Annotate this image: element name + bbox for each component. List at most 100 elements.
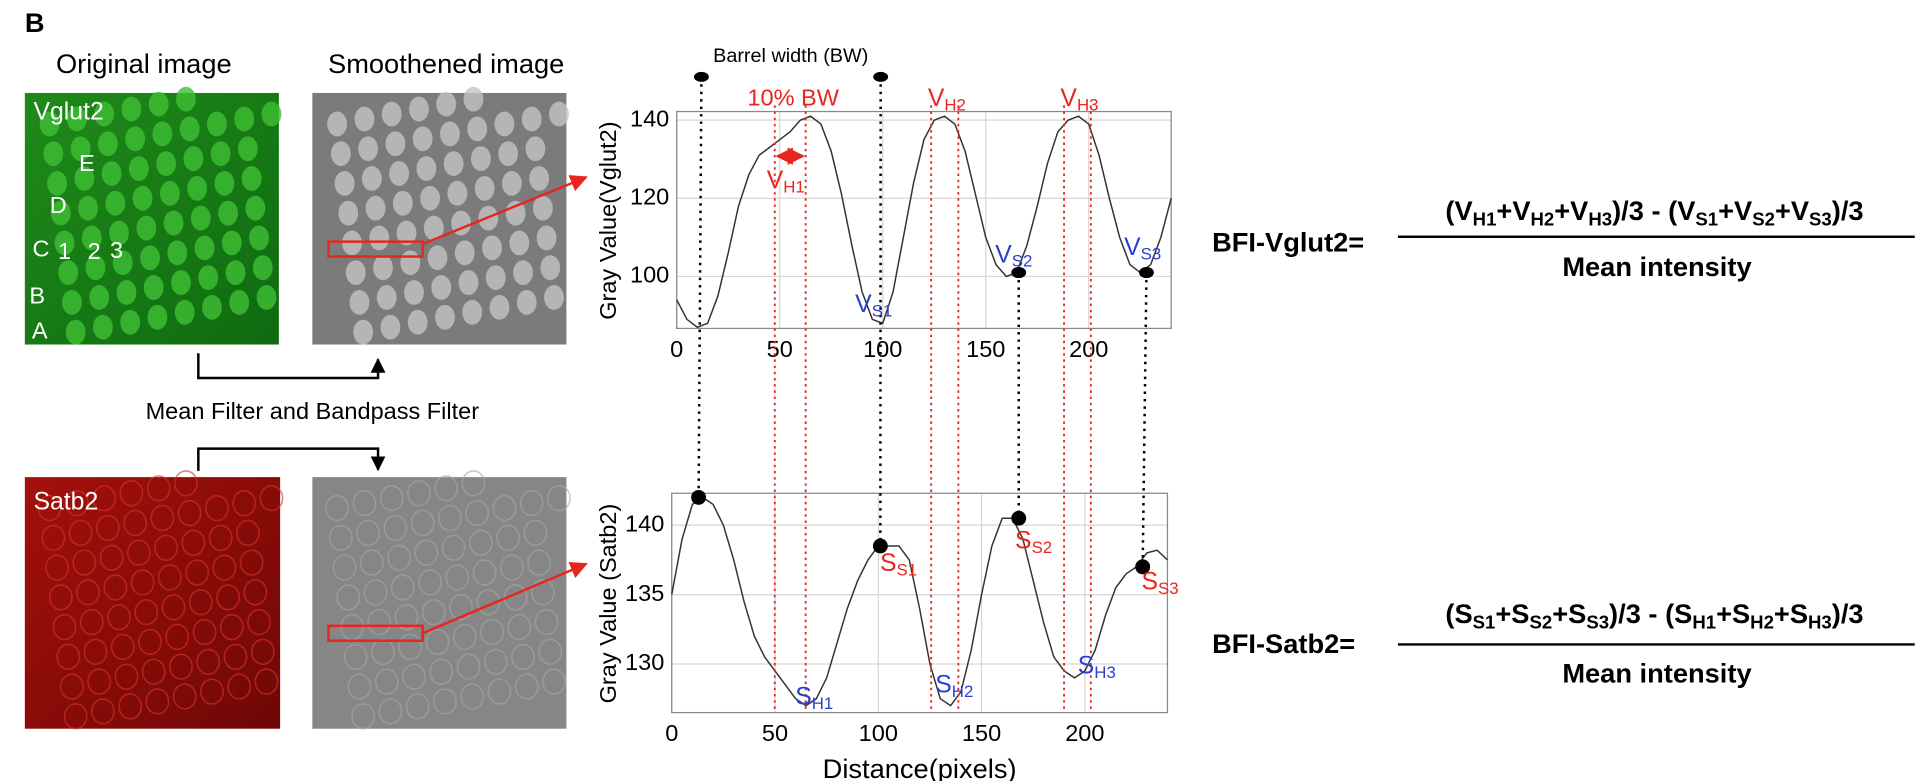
texture bbox=[126, 539, 151, 566]
texture bbox=[239, 549, 264, 576]
texture bbox=[523, 519, 548, 547]
formula-text: )/3 - (V bbox=[1612, 195, 1695, 226]
texture bbox=[361, 166, 382, 191]
formula-sub: S3 bbox=[1809, 208, 1832, 229]
texture bbox=[483, 648, 508, 675]
texture bbox=[62, 289, 82, 315]
formula-sub: S1 bbox=[1473, 611, 1496, 632]
texture bbox=[332, 554, 357, 581]
texture bbox=[150, 504, 175, 532]
texture bbox=[359, 549, 384, 576]
formula-text: )/3 bbox=[1832, 598, 1864, 629]
label-base: V bbox=[855, 290, 872, 317]
texture bbox=[420, 185, 440, 211]
texture bbox=[509, 230, 530, 256]
point-label: SH2 bbox=[935, 671, 973, 701]
link-line bbox=[1141, 272, 1148, 567]
point-label: SH1 bbox=[795, 683, 833, 713]
texture bbox=[416, 156, 437, 181]
texture bbox=[409, 96, 429, 122]
region-label: B bbox=[29, 283, 45, 309]
texture bbox=[125, 126, 146, 152]
texture bbox=[254, 668, 279, 695]
label-sub: S1 bbox=[872, 302, 893, 321]
texture bbox=[179, 116, 200, 142]
band-label: 10% BW bbox=[747, 84, 839, 110]
texture bbox=[407, 309, 428, 335]
texture bbox=[245, 195, 266, 221]
label-base: V bbox=[995, 241, 1012, 268]
texture bbox=[163, 210, 184, 236]
texture bbox=[544, 285, 564, 310]
texture bbox=[376, 285, 397, 310]
texture bbox=[549, 101, 569, 127]
texture bbox=[427, 245, 448, 271]
texture bbox=[118, 693, 143, 720]
texture bbox=[452, 623, 477, 651]
texture bbox=[354, 106, 375, 132]
texture bbox=[76, 579, 100, 606]
texture bbox=[92, 484, 117, 512]
label-base: S bbox=[795, 683, 812, 710]
region-label: E bbox=[79, 150, 95, 176]
texture bbox=[511, 643, 535, 671]
x-tick-label: 150 bbox=[966, 336, 1005, 362]
texture bbox=[385, 131, 406, 157]
region-label: 3 bbox=[110, 237, 123, 263]
texture bbox=[37, 494, 62, 522]
label-sub: S2 bbox=[1032, 538, 1053, 557]
texture bbox=[202, 294, 222, 320]
texture bbox=[78, 195, 98, 221]
texture bbox=[468, 529, 493, 557]
texture bbox=[436, 91, 457, 117]
label-base: V bbox=[1124, 233, 1141, 260]
texture bbox=[414, 539, 439, 566]
texture bbox=[237, 136, 258, 162]
texture bbox=[540, 255, 561, 281]
texture bbox=[513, 260, 533, 286]
texture bbox=[499, 554, 524, 581]
x-tick-label: 0 bbox=[665, 720, 678, 746]
texture bbox=[107, 603, 131, 631]
texture bbox=[328, 524, 353, 552]
panel-label: B bbox=[25, 7, 45, 38]
images bbox=[24, 86, 571, 730]
texture bbox=[130, 569, 155, 596]
point-label: SS3 bbox=[1141, 568, 1178, 598]
texture bbox=[47, 171, 67, 196]
texture bbox=[207, 111, 227, 137]
texture bbox=[74, 166, 95, 191]
point-label: SS2 bbox=[1015, 527, 1052, 557]
texture bbox=[431, 275, 452, 300]
texture bbox=[487, 678, 512, 705]
texture bbox=[94, 101, 115, 127]
formula-text: +V bbox=[1554, 195, 1588, 226]
texture bbox=[177, 499, 202, 527]
label-sub: S3 bbox=[1158, 579, 1179, 598]
texture bbox=[454, 240, 475, 266]
texture bbox=[261, 101, 282, 127]
texture bbox=[470, 146, 491, 172]
texture bbox=[65, 319, 86, 345]
texture bbox=[530, 579, 555, 606]
texture bbox=[538, 638, 563, 666]
texture bbox=[148, 91, 169, 117]
texture bbox=[353, 319, 374, 345]
texture bbox=[259, 484, 284, 512]
texture bbox=[120, 309, 141, 335]
label-base: V bbox=[1060, 85, 1077, 112]
texture bbox=[474, 175, 495, 201]
formula-text: +S bbox=[1552, 598, 1586, 629]
texture bbox=[519, 489, 544, 517]
formula-text: +S bbox=[1774, 598, 1808, 629]
formula-text: +S bbox=[1495, 598, 1529, 629]
texture bbox=[218, 200, 238, 226]
texture bbox=[112, 250, 133, 276]
texture bbox=[389, 161, 410, 186]
texture bbox=[514, 673, 539, 700]
texture bbox=[247, 608, 272, 636]
texture bbox=[212, 554, 237, 581]
texture bbox=[347, 673, 372, 700]
label-sub: H1 bbox=[812, 695, 834, 714]
texture bbox=[463, 86, 484, 112]
